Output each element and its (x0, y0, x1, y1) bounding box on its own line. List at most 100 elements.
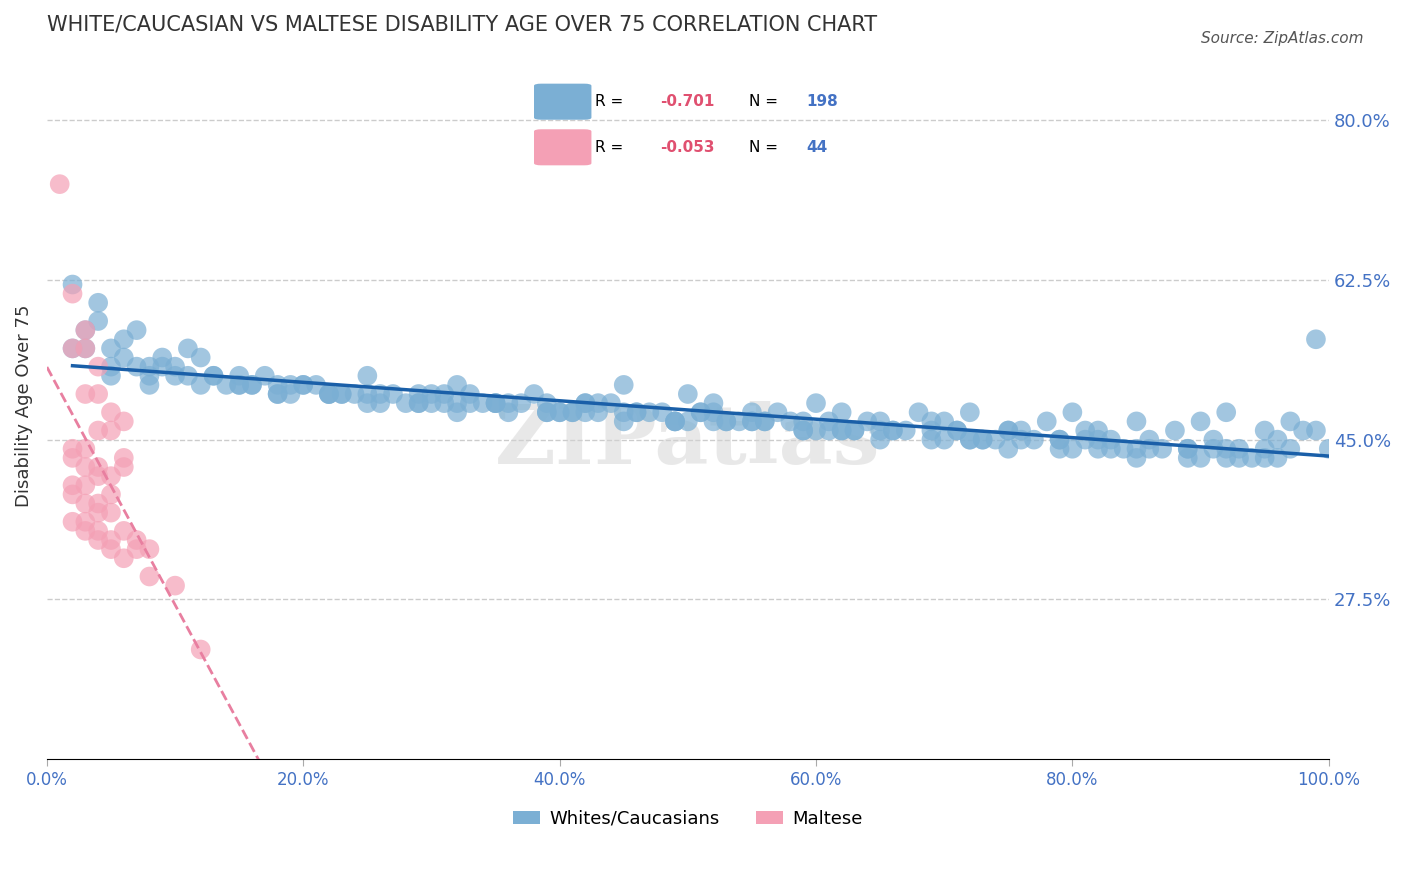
Point (305, 377, 328, 392)
Point (100, 487, 122, 501)
Text: Source: ZipAtlas.com: Source: ZipAtlas.com (1201, 31, 1364, 46)
Point (586, 396, 609, 410)
Point (87, 533, 110, 547)
Point (1227, 442, 1250, 456)
Point (1087, 442, 1109, 456)
Point (87, 314, 110, 328)
Point (702, 396, 724, 410)
Point (75, 524, 97, 538)
Point (1292, 424, 1315, 438)
Point (664, 414, 686, 428)
Point (561, 405, 583, 419)
Point (100, 469, 122, 483)
Point (510, 396, 533, 410)
Point (1177, 442, 1199, 456)
Point (702, 405, 724, 419)
Point (138, 368, 160, 383)
Point (869, 433, 891, 447)
Point (1125, 450, 1147, 465)
Point (202, 368, 225, 383)
Point (689, 405, 711, 419)
Point (536, 405, 558, 419)
Point (1305, 332, 1327, 346)
Point (112, 332, 135, 346)
Point (1010, 424, 1032, 438)
Point (165, 579, 187, 593)
Point (1099, 442, 1122, 456)
Point (831, 424, 853, 438)
Point (651, 405, 673, 419)
Point (62, 277, 84, 292)
Point (600, 396, 623, 410)
Point (318, 387, 340, 401)
Point (894, 424, 917, 438)
Point (484, 396, 506, 410)
Point (959, 433, 981, 447)
Point (382, 387, 405, 401)
Point (165, 359, 187, 374)
Point (1267, 450, 1289, 465)
Point (484, 396, 506, 410)
Point (266, 387, 288, 401)
Point (100, 368, 122, 383)
Point (613, 414, 636, 428)
Point (87, 524, 110, 538)
Point (1253, 442, 1275, 456)
Point (125, 542, 148, 557)
Point (190, 351, 212, 365)
Point (138, 542, 160, 557)
Point (240, 377, 263, 392)
Point (100, 424, 122, 438)
Point (433, 387, 456, 401)
Point (280, 387, 302, 401)
Point (343, 387, 366, 401)
Point (433, 396, 456, 410)
Point (420, 387, 443, 401)
Point (87, 387, 110, 401)
Point (548, 405, 571, 419)
Point (1137, 442, 1160, 456)
Point (112, 524, 135, 538)
Point (498, 396, 520, 410)
Point (1099, 433, 1122, 447)
Point (804, 396, 827, 410)
Point (62, 487, 84, 501)
Point (1202, 433, 1225, 447)
Point (882, 424, 904, 438)
Point (125, 359, 148, 374)
Point (75, 323, 97, 337)
Point (138, 569, 160, 583)
Point (536, 405, 558, 419)
Point (779, 414, 801, 428)
Point (882, 424, 904, 438)
Point (87, 460, 110, 475)
Point (75, 387, 97, 401)
Point (356, 368, 378, 383)
Point (87, 496, 110, 510)
Point (446, 396, 468, 410)
Point (972, 433, 994, 447)
Point (664, 414, 686, 428)
Point (561, 405, 583, 419)
Point (536, 396, 558, 410)
Point (62, 342, 84, 356)
Point (62, 342, 84, 356)
Point (408, 396, 430, 410)
Point (766, 405, 789, 419)
Point (356, 387, 378, 401)
Point (1279, 414, 1302, 428)
Point (395, 396, 418, 410)
Point (75, 460, 97, 475)
Point (831, 405, 853, 419)
Point (1049, 442, 1071, 456)
Point (1240, 450, 1263, 465)
Point (408, 396, 430, 410)
Point (716, 414, 738, 428)
Point (1177, 450, 1199, 465)
Point (100, 506, 122, 520)
Point (1049, 433, 1071, 447)
Point (112, 460, 135, 475)
Point (100, 359, 122, 374)
Point (1177, 442, 1199, 456)
Point (792, 424, 814, 438)
